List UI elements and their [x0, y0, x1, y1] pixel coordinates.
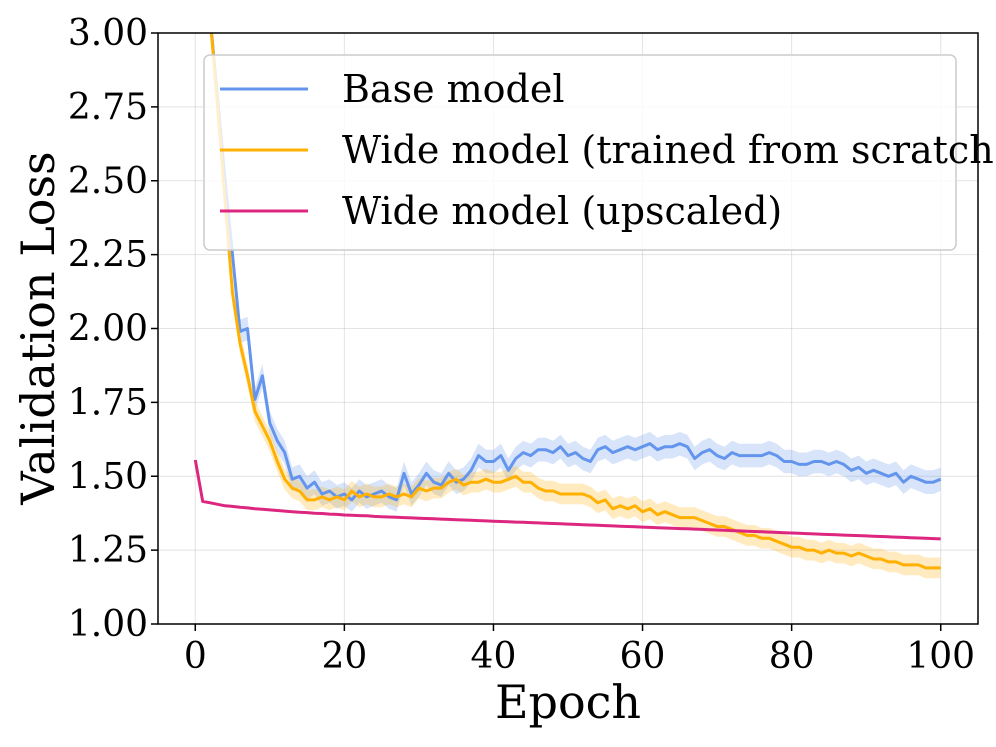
legend: Base model Wide model (trained from scra… — [203, 54, 996, 251]
x-tick-label: 80 — [769, 636, 815, 677]
y-axis-title: Validation Loss — [11, 151, 65, 505]
x-tick-label: 60 — [620, 636, 666, 677]
x-axis-ticks: 0 20 40 60 80 100 — [184, 624, 975, 677]
legend-label-base-model: Base model — [342, 67, 565, 111]
legend-label-wide-model-scratch: Wide model (trained from scratch) — [342, 128, 996, 172]
y-tick-label: 2.00 — [68, 309, 148, 350]
x-tick-label: 20 — [321, 636, 367, 677]
series-line-base-model — [210, 33, 942, 502]
x-tick-label: 0 — [184, 636, 207, 677]
y-tick-label: 3.00 — [68, 13, 148, 54]
x-axis-title: Epoch — [495, 675, 641, 729]
y-tick-label: 2.75 — [68, 87, 148, 128]
y-tick-label: 1.50 — [68, 456, 148, 497]
x-tick-label: 40 — [471, 636, 517, 677]
y-tick-label: 2.50 — [68, 161, 148, 202]
legend-box — [203, 54, 957, 251]
y-axis-ticks: 1.00 1.25 1.50 1.75 2.00 2.25 2.50 2.75 3.00 — [68, 13, 158, 645]
band-base-model — [210, 33, 941, 512]
confidence-bands — [210, 33, 941, 579]
y-tick-label: 1.25 — [68, 530, 148, 571]
y-tick-label: 1.75 — [68, 382, 148, 423]
series-lines — [193, 33, 942, 570]
legend-label-wide-model-upscaled: Wide model (upscaled) — [342, 189, 782, 233]
series-line-wide-model-upscaled — [193, 459, 941, 541]
y-tick-label: 2.25 — [68, 235, 148, 276]
y-tick-label: 1.00 — [68, 604, 148, 645]
series-line-wide-model-trained-from-scratch — [209, 33, 941, 570]
x-tick-label: 100 — [906, 636, 975, 677]
